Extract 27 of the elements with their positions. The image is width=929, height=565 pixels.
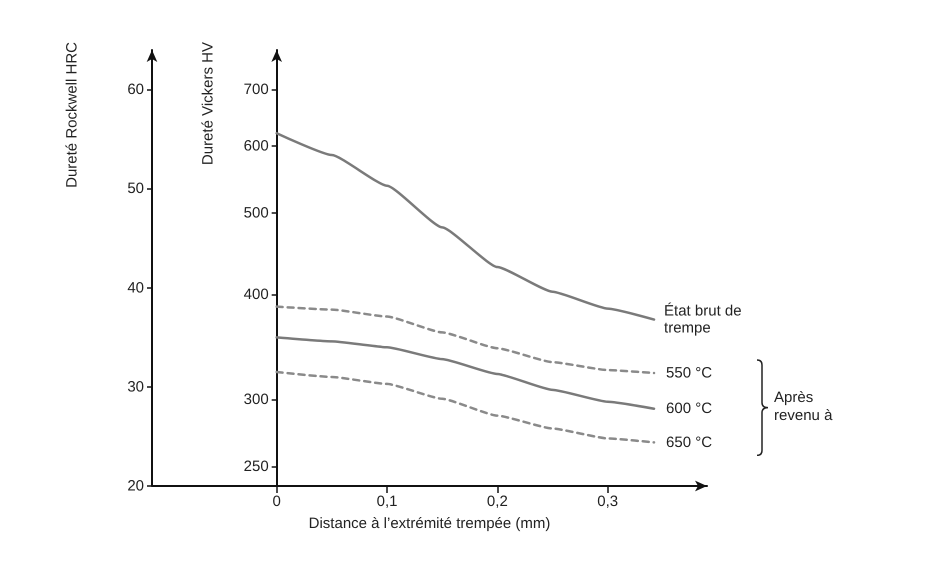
y2-tick-label: 700 — [244, 81, 269, 98]
series-label: 600 °C — [666, 400, 712, 418]
line-series — [275, 370, 656, 444]
y-tick-label: 30 — [127, 378, 144, 396]
x-tick-label: 0 — [272, 493, 281, 510]
y-axis-title: Dureté Rockwell HRC — [64, 42, 80, 188]
line-series — [275, 336, 656, 410]
y2-tick-label: 400 — [244, 286, 269, 303]
y-tick-label: 50 — [127, 180, 144, 198]
series-label: État brut de trempe — [664, 302, 746, 337]
y-tick-label: 60 — [127, 81, 144, 98]
line-series — [275, 305, 656, 374]
line-series — [275, 132, 656, 321]
y2-tick-label: 300 — [244, 391, 269, 408]
text: Après revenu à — [774, 388, 834, 425]
y2-tick-label: 500 — [244, 204, 269, 222]
y2-tick-label: 250 — [244, 458, 269, 475]
series-label: 550 °C — [666, 364, 712, 382]
y-tick-label: 40 — [127, 279, 144, 296]
x-tick-label: 0,2 — [486, 493, 508, 510]
x-axis-title: Distance à l’extrémité trempée (mm) — [308, 515, 550, 532]
x-tick-label: 0,1 — [376, 493, 398, 510]
series-label: 650 °C — [666, 434, 712, 451]
y-tick-label: 20 — [127, 478, 144, 494]
y2-axis-title: Dureté Vickers HV — [200, 42, 216, 166]
y2-tick-label: 600 — [244, 138, 269, 155]
x-tick-label: 0,3 — [597, 493, 618, 510]
